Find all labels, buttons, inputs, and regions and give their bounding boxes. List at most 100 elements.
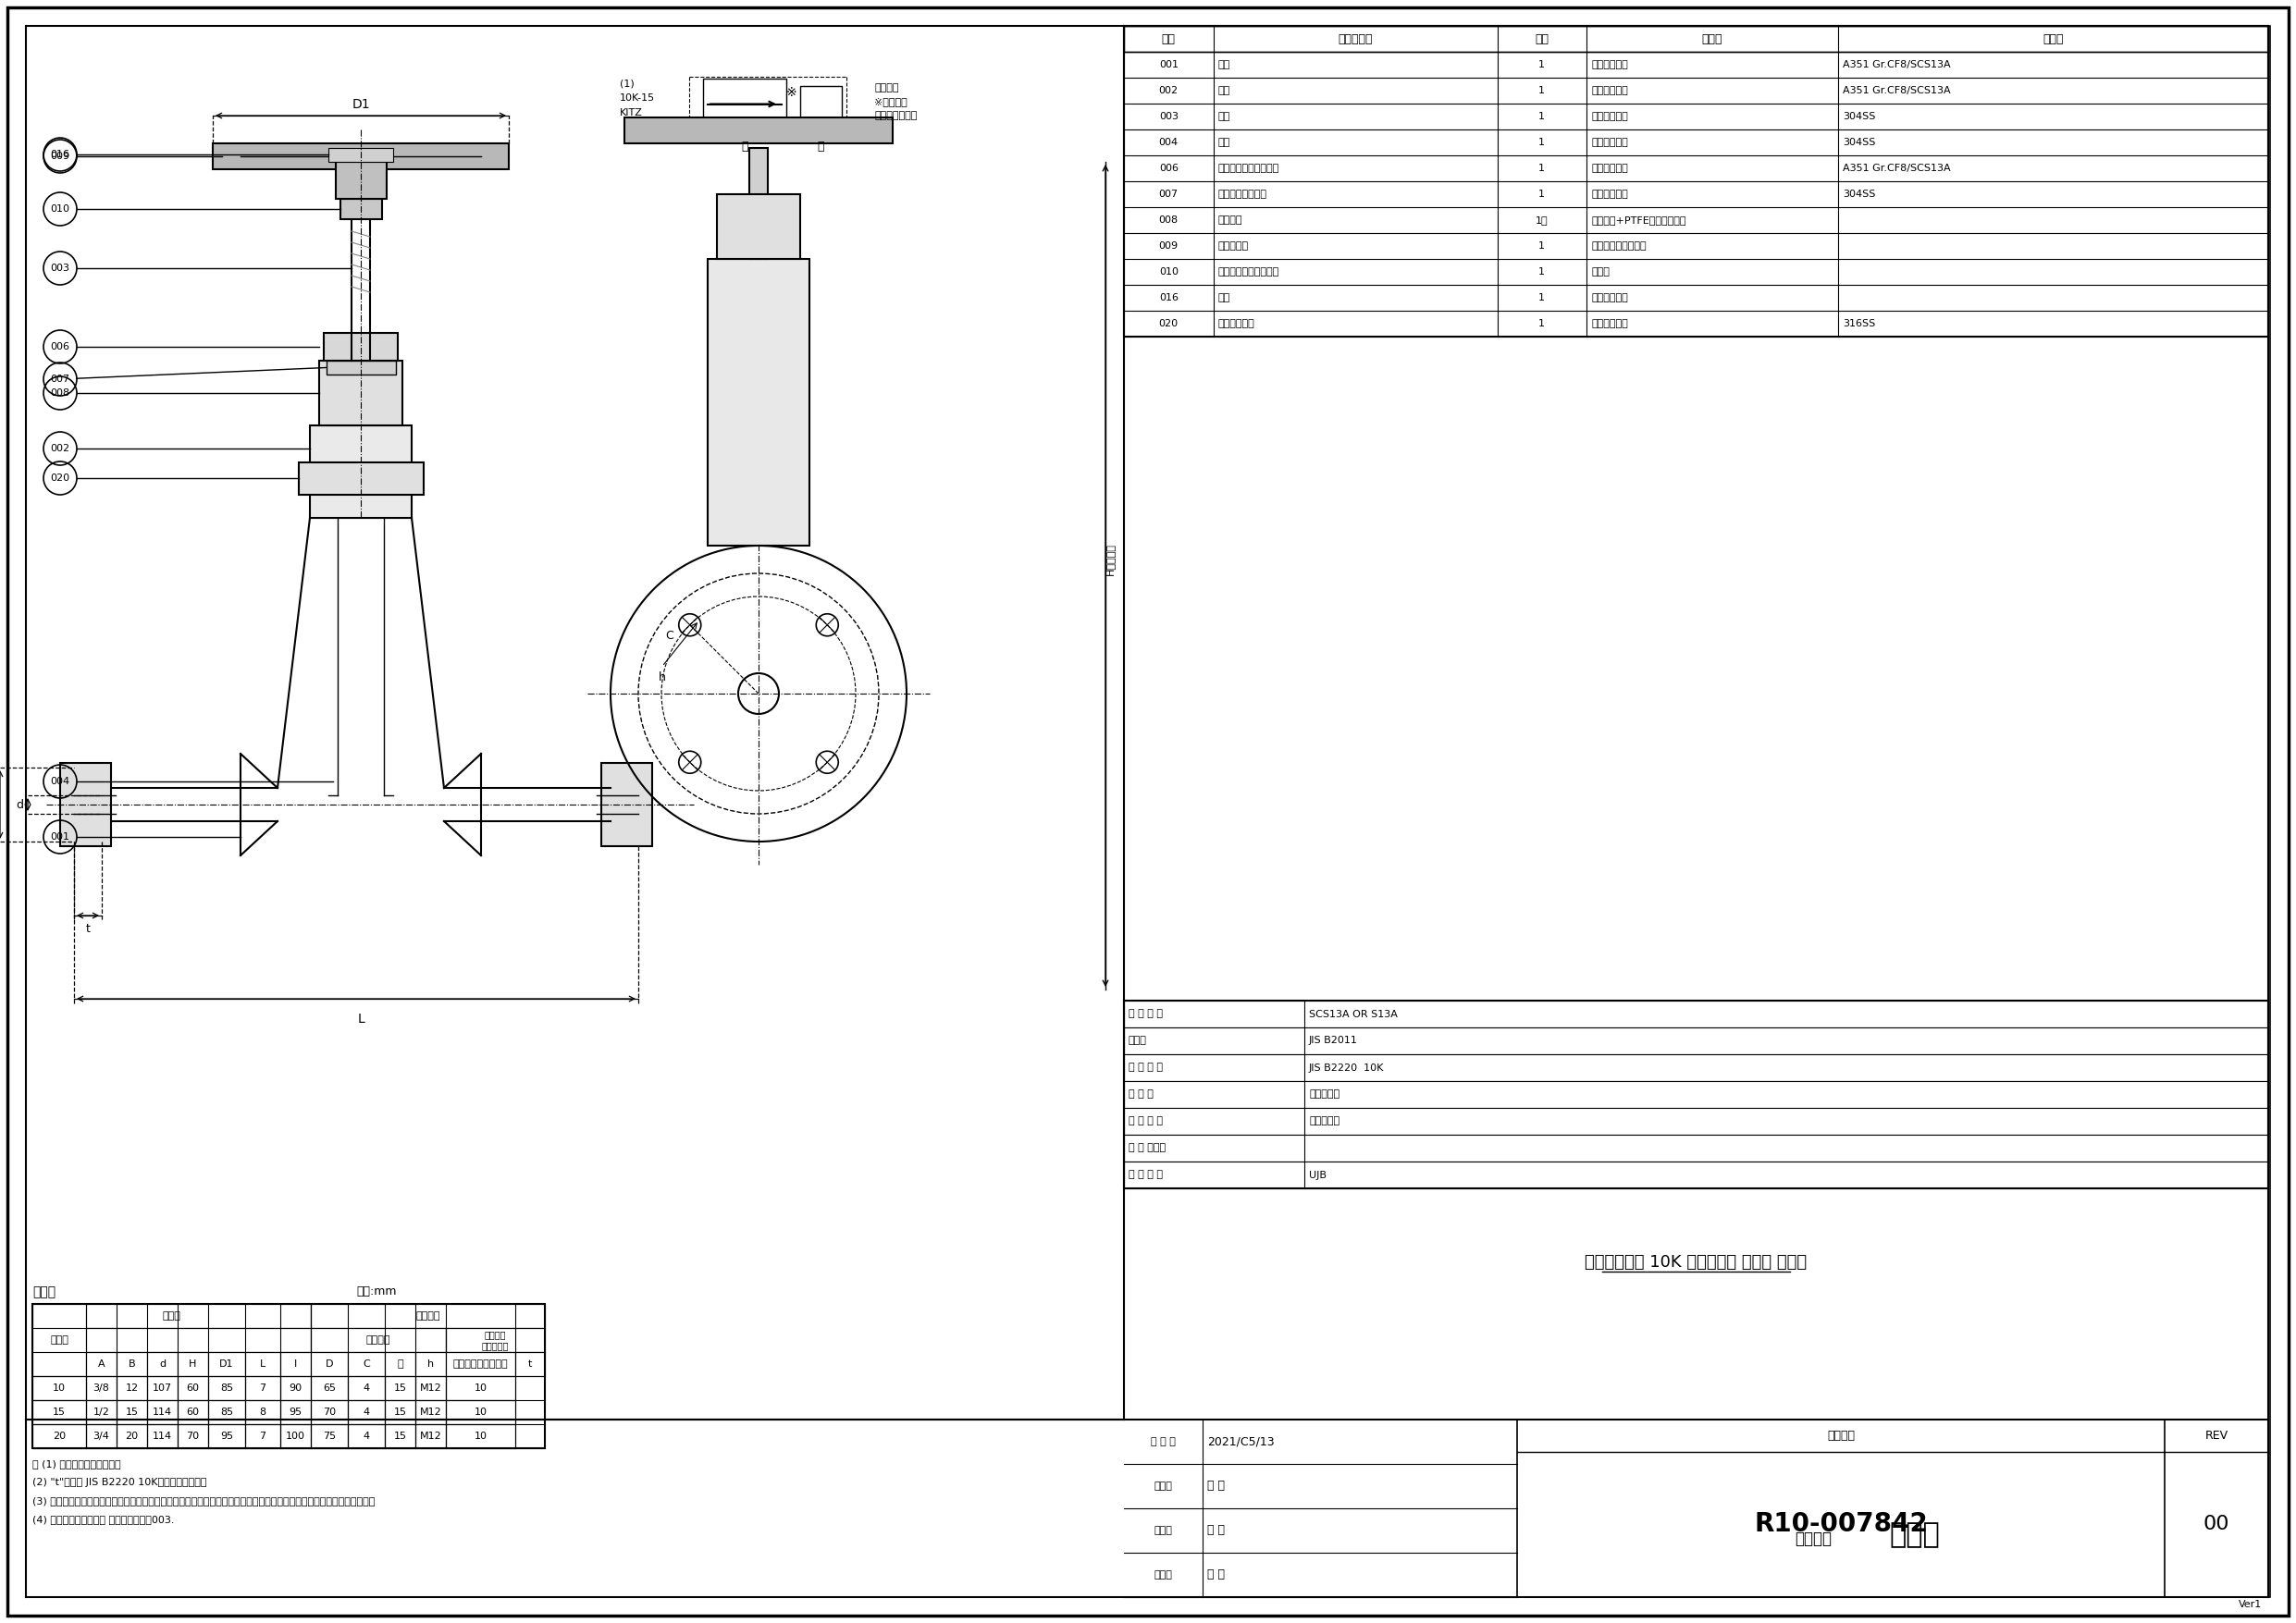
Bar — [347, 1376, 386, 1401]
Text: 3/4: 3/4 — [94, 1431, 110, 1441]
Text: 316SS: 316SS — [1844, 320, 1876, 328]
Bar — [801, 86, 843, 122]
Bar — [386, 1401, 416, 1423]
Bar — [1125, 26, 2268, 52]
Text: B: B — [129, 1360, 135, 1368]
Text: キッツ標準: キッツ標準 — [1309, 1091, 1339, 1099]
Text: 20: 20 — [53, 1431, 67, 1441]
Text: 寸法表: 寸法表 — [32, 1285, 55, 1298]
Bar — [147, 1376, 177, 1401]
Bar — [416, 1423, 445, 1448]
Text: R10-007842: R10-007842 — [1754, 1511, 1929, 1537]
Text: SCS13A OR S13A: SCS13A OR S13A — [1309, 1010, 1398, 1019]
Bar — [310, 1352, 347, 1376]
Text: 製 品 記 号: 製 品 記 号 — [1130, 1170, 1162, 1180]
Text: 承　認: 承 認 — [1155, 1482, 1173, 1492]
Bar — [32, 1423, 85, 1448]
Text: ステンレス鋼: ステンレス鋼 — [1591, 320, 1628, 328]
Bar — [310, 1376, 347, 1401]
Text: 1/2: 1/2 — [94, 1407, 110, 1417]
Text: 15: 15 — [53, 1407, 67, 1417]
Bar — [85, 1423, 117, 1448]
Bar — [177, 1376, 209, 1401]
Bar — [1125, 1109, 2268, 1134]
Text: 面　間: 面 間 — [1130, 1035, 1148, 1045]
Bar — [748, 148, 767, 260]
Text: 製 品 コード: 製 品 コード — [1130, 1144, 1166, 1152]
Text: 004: 004 — [51, 777, 69, 786]
Bar — [1125, 26, 2268, 336]
Text: 裏: 裏 — [817, 141, 824, 153]
Text: A351 Gr.CF8/SCS13A: A351 Gr.CF8/SCS13A — [1844, 60, 1952, 70]
Text: d: d — [158, 1360, 165, 1368]
Text: 70: 70 — [186, 1431, 200, 1441]
Text: REV: REV — [2204, 1430, 2227, 1441]
Text: 008: 008 — [51, 388, 69, 398]
Text: 12: 12 — [126, 1383, 138, 1393]
Text: ボルトのねじの呼び: ボルトのねじの呼び — [452, 1360, 507, 1368]
Bar — [32, 1303, 310, 1328]
Text: 弁体: 弁体 — [1217, 138, 1231, 148]
Text: 006: 006 — [51, 342, 69, 352]
Text: JIS B2011: JIS B2011 — [1309, 1035, 1357, 1045]
Bar — [177, 1423, 209, 1448]
Text: A: A — [99, 1360, 106, 1368]
Text: 10: 10 — [473, 1407, 487, 1417]
Text: ステンレス鋼: ステンレス鋼 — [1591, 138, 1628, 148]
Bar — [209, 1376, 246, 1401]
Text: 記　事: 記 事 — [2043, 32, 2064, 45]
Text: 15: 15 — [393, 1383, 406, 1393]
Text: （表題欄参照）: （表題欄参照） — [875, 110, 916, 120]
Text: 009: 009 — [1159, 242, 1178, 250]
Text: 016: 016 — [1159, 294, 1178, 302]
Bar — [85, 1376, 117, 1401]
Bar — [85, 1401, 117, 1423]
Bar — [416, 1376, 445, 1401]
Text: 部番: 部番 — [1162, 32, 1176, 45]
Bar — [280, 1423, 310, 1448]
Text: 15: 15 — [393, 1431, 406, 1441]
Bar — [347, 1352, 386, 1376]
Bar — [147, 1401, 177, 1423]
Text: 60: 60 — [186, 1407, 200, 1417]
Text: 1: 1 — [1538, 138, 1545, 148]
Text: 75: 75 — [324, 1431, 335, 1441]
Bar — [386, 1423, 416, 1448]
Bar — [445, 1352, 514, 1376]
Text: 格 肉 厚: 格 肉 厚 — [1130, 1091, 1153, 1099]
Text: 株式会社: 株式会社 — [1795, 1530, 1832, 1547]
Text: ステンレス鋼: ステンレス鋼 — [1591, 86, 1628, 96]
Text: 4: 4 — [363, 1383, 370, 1393]
Text: キッツ: キッツ — [1890, 1521, 1940, 1548]
Bar — [209, 1423, 246, 1448]
Text: 00: 00 — [2204, 1516, 2229, 1534]
Text: d: d — [16, 799, 23, 810]
Text: 検　図: 検 図 — [1155, 1526, 1173, 1535]
Text: 016: 016 — [51, 149, 69, 159]
Text: 1: 1 — [1538, 268, 1545, 276]
Bar — [298, 463, 422, 495]
Text: 304SS: 304SS — [1844, 190, 1876, 200]
Text: ※: ※ — [785, 86, 797, 99]
Text: ステンレス鋼: ステンレス鋼 — [1591, 112, 1628, 122]
Text: (2) "t"寸法は JIS B2220 10Kに準じています。: (2) "t"寸法は JIS B2220 10Kに準じています。 — [32, 1479, 207, 1487]
Bar — [416, 1401, 445, 1423]
Text: 001: 001 — [51, 833, 69, 842]
Bar — [177, 1401, 209, 1423]
Text: アルミニウム: アルミニウム — [1591, 294, 1628, 302]
Bar — [32, 1328, 310, 1352]
Text: パッキン座金: パッキン座金 — [1217, 320, 1254, 328]
Text: 15: 15 — [126, 1407, 138, 1417]
Text: 010: 010 — [51, 204, 69, 214]
Text: 1: 1 — [1538, 112, 1545, 122]
Text: 020: 020 — [51, 474, 69, 482]
Text: 114: 114 — [152, 1407, 172, 1417]
Bar — [209, 1352, 246, 1376]
Text: 材　料: 材 料 — [1701, 32, 1722, 45]
Text: ステンレス鋼: ステンレス鋼 — [1591, 190, 1628, 200]
Text: 65: 65 — [324, 1383, 335, 1393]
Bar — [246, 1423, 280, 1448]
Text: 006: 006 — [1159, 164, 1178, 174]
Text: L: L — [259, 1360, 266, 1368]
Text: 呼び径: 呼び径 — [51, 1336, 69, 1344]
